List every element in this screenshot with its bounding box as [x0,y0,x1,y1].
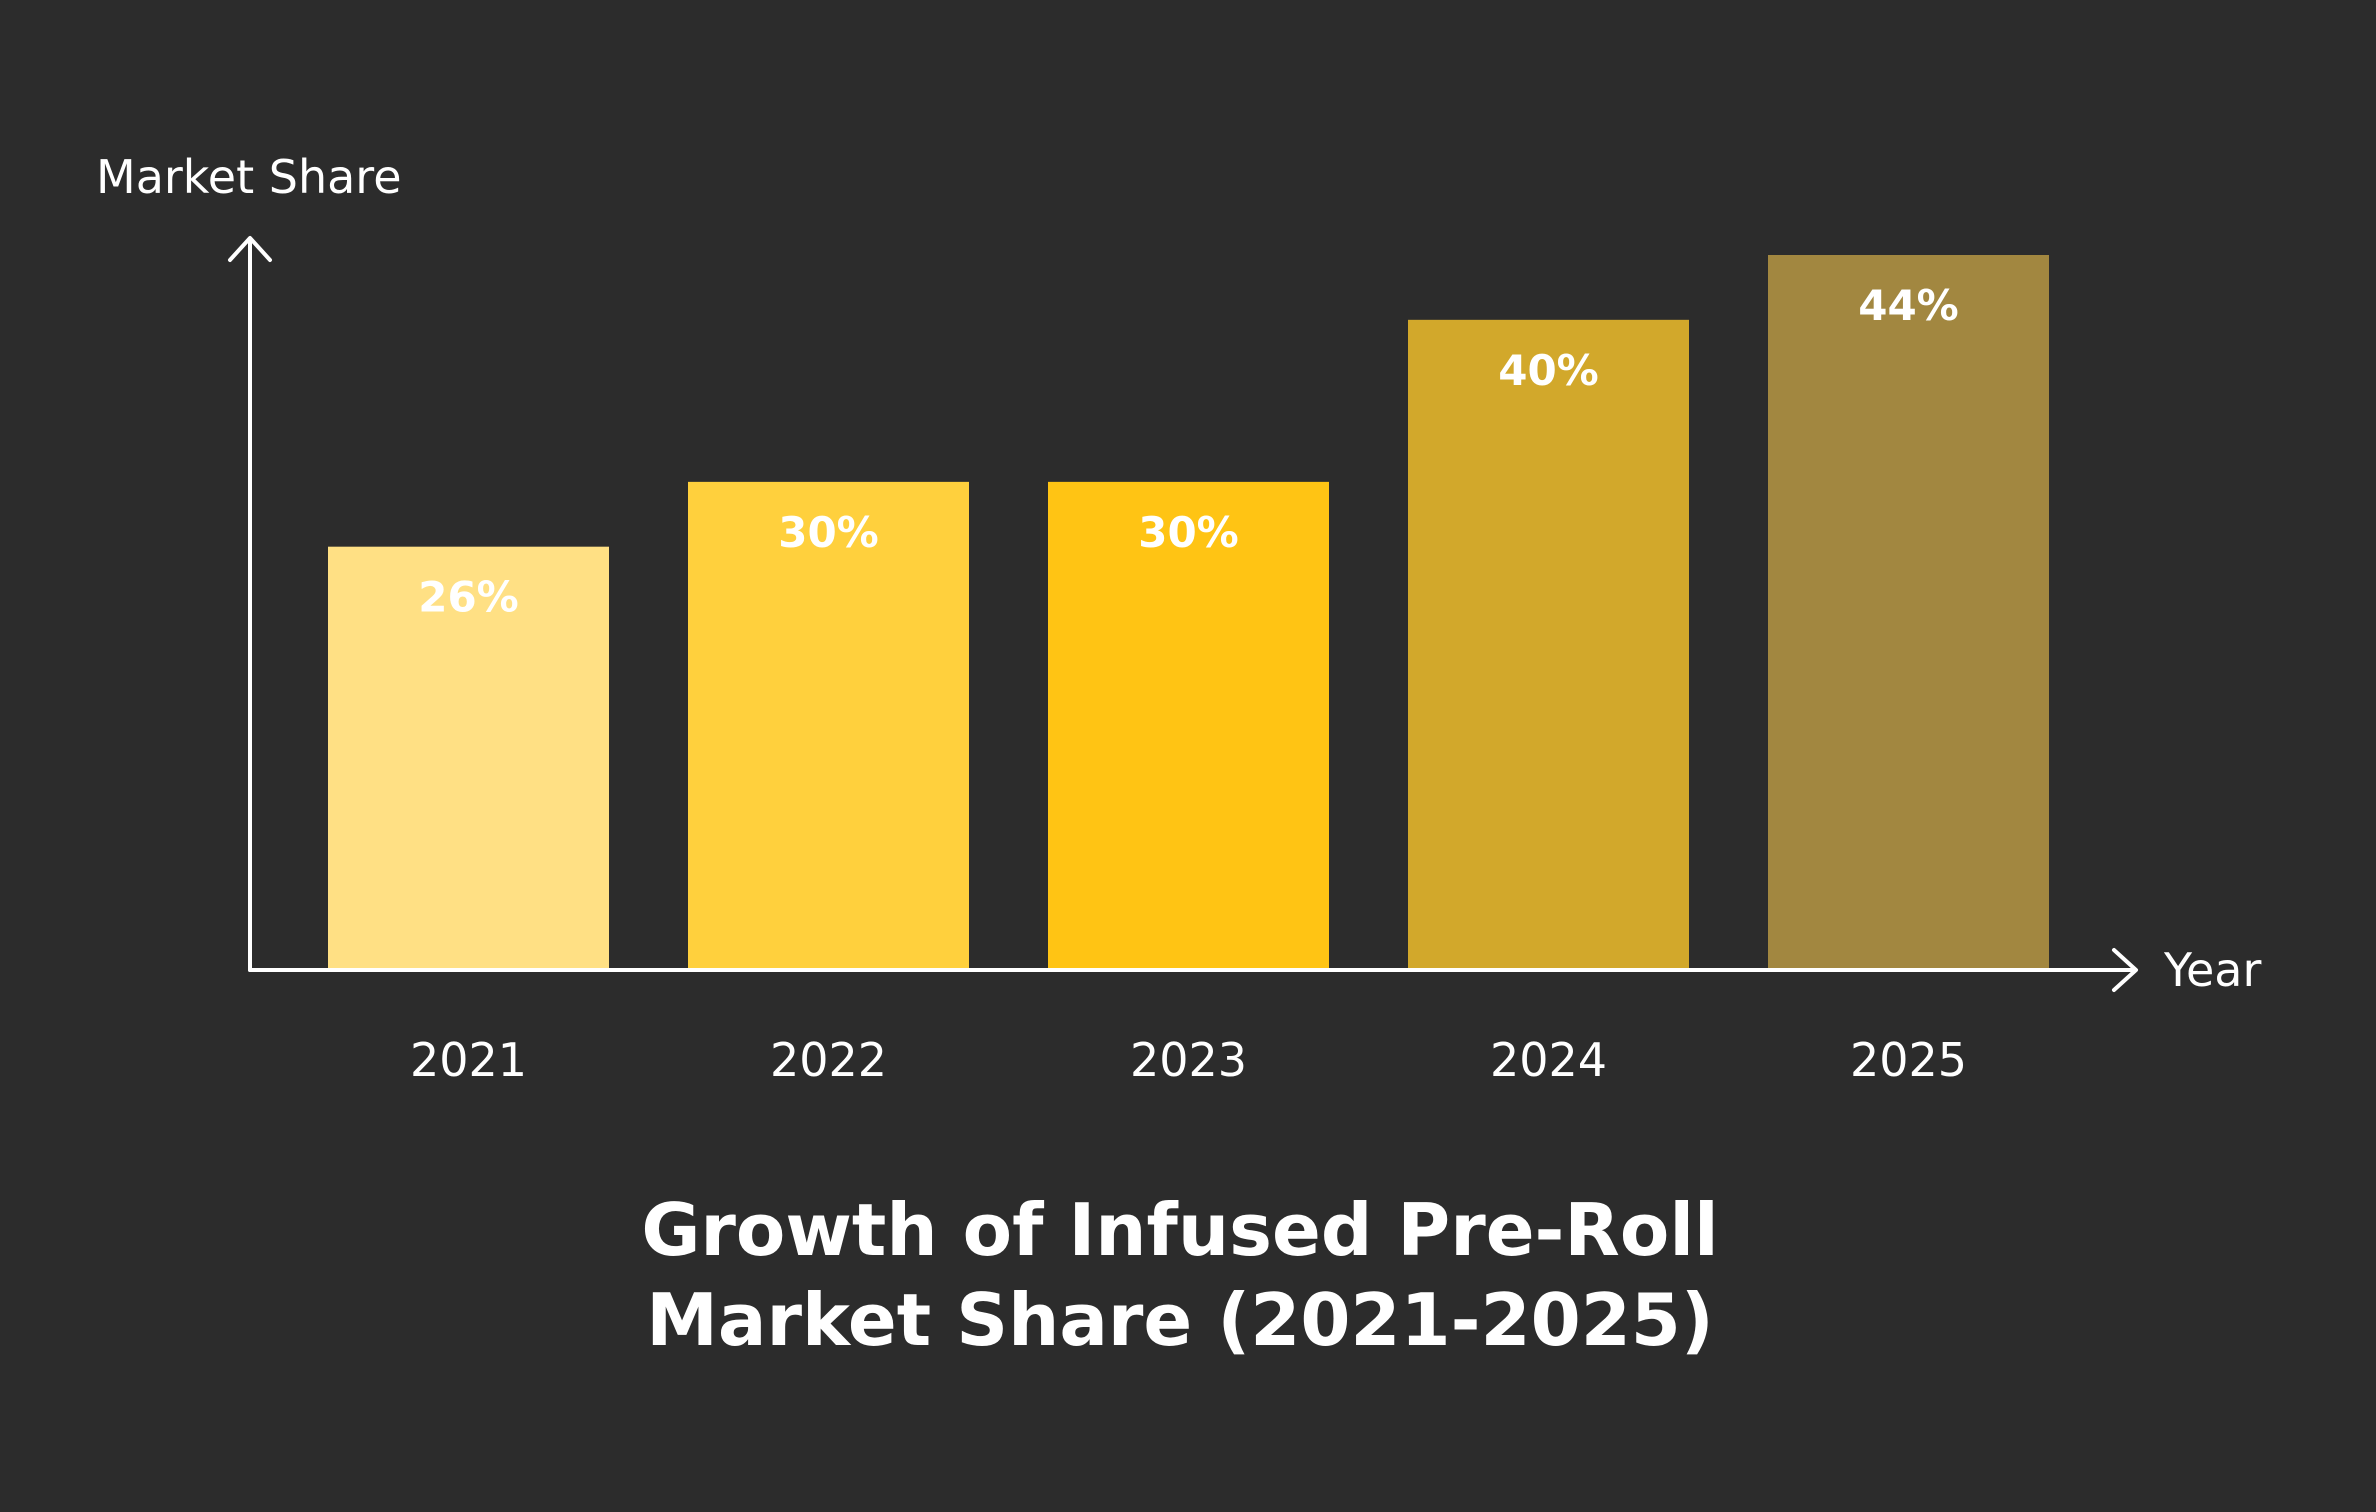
x-tick-label-2025: 2025 [1850,1033,1967,1087]
bar-2023 [1048,481,1329,968]
data-labels-group: 26% 30% 30% 40% 44% [418,281,1959,622]
chart-title-line-2: Market Share (2021-2025) [646,1278,1714,1362]
chart-title-line-1: Growth of Infused Pre-Roll [641,1188,1718,1272]
bar-2025 [1768,255,2049,968]
data-label-2024: 40% [1498,346,1599,395]
data-label-2021: 26% [418,573,519,622]
y-axis-title: Market Share [96,150,402,204]
bar-2024 [1408,319,1689,968]
x-axis-title: Year [2163,943,2261,997]
bar-2022 [688,481,969,968]
x-axis-arrowhead [2112,948,2138,992]
data-label-2025: 44% [1858,281,1959,330]
bar-2021 [328,546,609,968]
x-tick-label-2023: 2023 [1130,1033,1247,1087]
x-tick-label-2022: 2022 [770,1033,887,1087]
data-label-2022: 30% [778,508,879,557]
x-tick-label-2024: 2024 [1490,1033,1607,1087]
y-axis-arrowhead [228,236,272,262]
bars-group [328,255,2049,968]
data-label-2023: 30% [1138,508,1239,557]
x-tick-label-2021: 2021 [410,1033,527,1087]
x-tick-labels-group: 2021 2022 2023 2024 2025 [410,1033,1967,1087]
